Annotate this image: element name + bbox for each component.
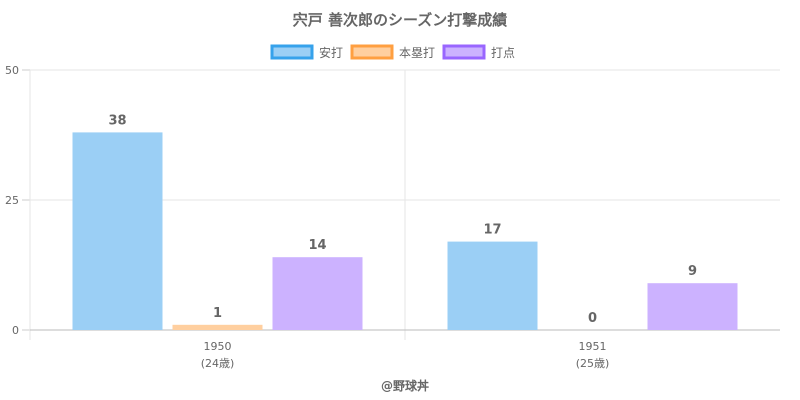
data-label-打点-1950: 14: [308, 238, 326, 253]
data-label-安打-1951: 17: [483, 223, 501, 238]
bar-打点-1950: [272, 257, 363, 330]
legend-swatch-1: [350, 44, 394, 60]
chart-title: 宍戸 善次郎のシーズン打撃成績: [293, 11, 507, 29]
data-label-打点-1951: 9: [688, 264, 697, 279]
xtick-age-1950: (24歳): [201, 357, 235, 370]
xtick-year-1950: 1950: [204, 340, 232, 353]
legend-label-0: 安打: [319, 45, 343, 60]
data-labels: 38 1 14 17 0 9: [108, 113, 697, 326]
bar-安打-1950: [72, 132, 163, 330]
bar-打点-1951: [647, 283, 738, 330]
ytick-label-25: 25: [5, 194, 19, 207]
xtick-year-1951: 1951: [579, 340, 607, 353]
bars: [72, 132, 738, 330]
data-label-本塁打-1950: 1: [213, 306, 222, 321]
legend-label-1: 本塁打: [399, 46, 435, 60]
data-label-安打-1950: 38: [108, 113, 126, 128]
legend-swatch-0: [270, 44, 314, 60]
x-axis: 1950 (24歳) 1951 (25歳): [201, 340, 610, 370]
bar-安打-1951: [447, 241, 538, 330]
xtick-age-1951: (25歳): [576, 357, 610, 370]
bar-本塁打-1950: [172, 324, 263, 330]
ytick-label-0: 0: [12, 324, 19, 337]
legend-swatch-2: [442, 44, 486, 60]
data-label-本塁打-1951: 0: [588, 311, 597, 326]
ytick-label-50: 50: [5, 64, 19, 77]
y-axis: 0 25 50: [5, 64, 19, 337]
legend: 安打 本塁打 打点: [270, 44, 515, 60]
legend-label-2: 打点: [491, 46, 515, 60]
footer-credit: @野球丼: [381, 378, 429, 393]
